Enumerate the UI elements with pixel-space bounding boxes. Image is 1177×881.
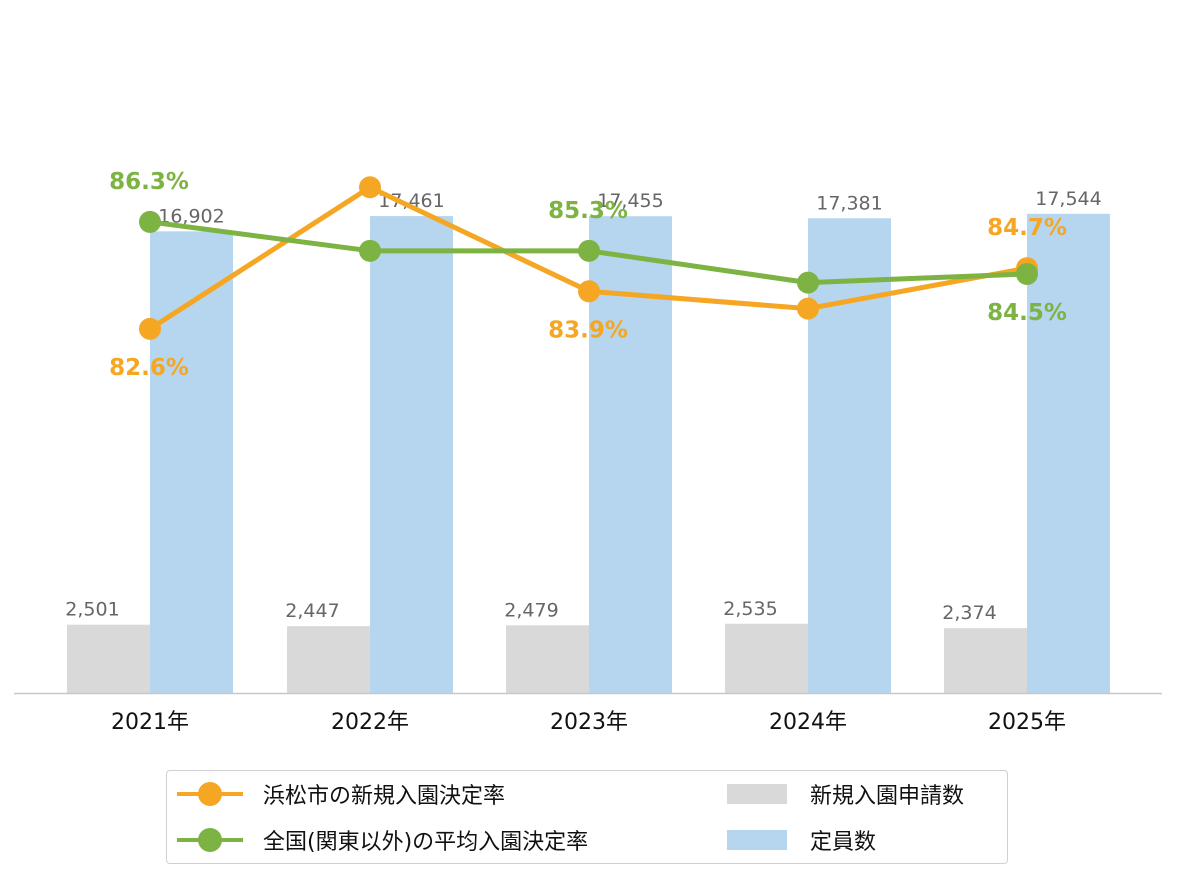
legend-item-capacity[interactable]: 定員数: [727, 825, 876, 855]
rate-label-national: 85.3%: [548, 198, 628, 224]
point-national: [1016, 262, 1038, 285]
bar-value-label: 17,544: [1035, 188, 1101, 210]
rate-label-national: 86.3%: [109, 169, 189, 195]
legend-swatch-blue: [727, 830, 787, 850]
legend-line-marker-green: [177, 825, 243, 855]
x-tick-label: 2024年: [769, 710, 847, 735]
legend-label: 新規入園申請数: [810, 784, 965, 809]
bar-capacity: [150, 231, 233, 694]
point-national: [578, 239, 600, 262]
bar-applications: [506, 625, 589, 693]
bar-value-label: 2,447: [285, 600, 339, 622]
x-tick-label: 2022年: [331, 710, 409, 735]
point-national: [797, 271, 819, 294]
bar-applications: [287, 626, 370, 693]
point-hamamatsu: [797, 297, 819, 320]
bar-value-label: 2,479: [504, 599, 558, 621]
bar-capacity: [808, 218, 891, 693]
rate-label-national: 84.5%: [987, 300, 1067, 326]
point-hamamatsu: [139, 317, 161, 340]
bar-value-label: 16,902: [158, 205, 224, 227]
legend-label: 浜松市の新規入園決定率: [263, 784, 506, 809]
bar-value-label: 2,501: [65, 599, 119, 621]
x-tick-label: 2021年: [111, 710, 189, 735]
legend-item-hamamatsu-rate[interactable]: 浜松市の新規入園決定率: [177, 779, 505, 809]
bar-value-label: 17,381: [816, 192, 882, 214]
legend-item-national-rate[interactable]: 全国(関東以外)の平均入園決定率: [177, 825, 588, 855]
bar-capacity: [370, 216, 453, 694]
x-tick-label: 2025年: [988, 710, 1066, 735]
legend-line-marker-orange: [177, 779, 243, 809]
combo-chart: 2,501 2,447 2,479 2,535 2,374 16,902 17,461 17,…: [14, 169, 1162, 735]
point-hamamatsu: [359, 176, 381, 199]
bar-applications: [67, 624, 150, 693]
bar-capacity: [1027, 213, 1110, 694]
rate-label-hamamatsu: 83.9%: [548, 317, 628, 343]
legend-swatch-gray: [727, 784, 787, 804]
bar-value-label: 17,461: [378, 190, 444, 212]
bar-applications: [944, 628, 1027, 693]
legend: 浜松市の新規入園決定率 全国(関東以外)の平均入園決定率 新規入園申請数 定員数: [166, 770, 1008, 864]
rate-label-hamamatsu: 84.7%: [987, 215, 1067, 241]
bar-value-label: 17,455: [597, 190, 663, 212]
legend-item-applications[interactable]: 新規入園申請数: [727, 779, 964, 809]
legend-label: 全国(関東以外)の平均入園決定率: [263, 830, 589, 855]
legend-label: 定員数: [810, 830, 877, 855]
bar-value-label: 2,535: [723, 598, 777, 620]
point-hamamatsu: [578, 280, 600, 303]
bar-value-label: 2,374: [942, 602, 996, 624]
bar-capacity: [589, 216, 672, 694]
rate-label-hamamatsu: 82.6%: [109, 355, 189, 381]
point-national: [359, 239, 381, 262]
x-tick-label: 2023年: [550, 710, 628, 735]
point-national: [139, 210, 161, 233]
bar-applications: [725, 623, 808, 693]
